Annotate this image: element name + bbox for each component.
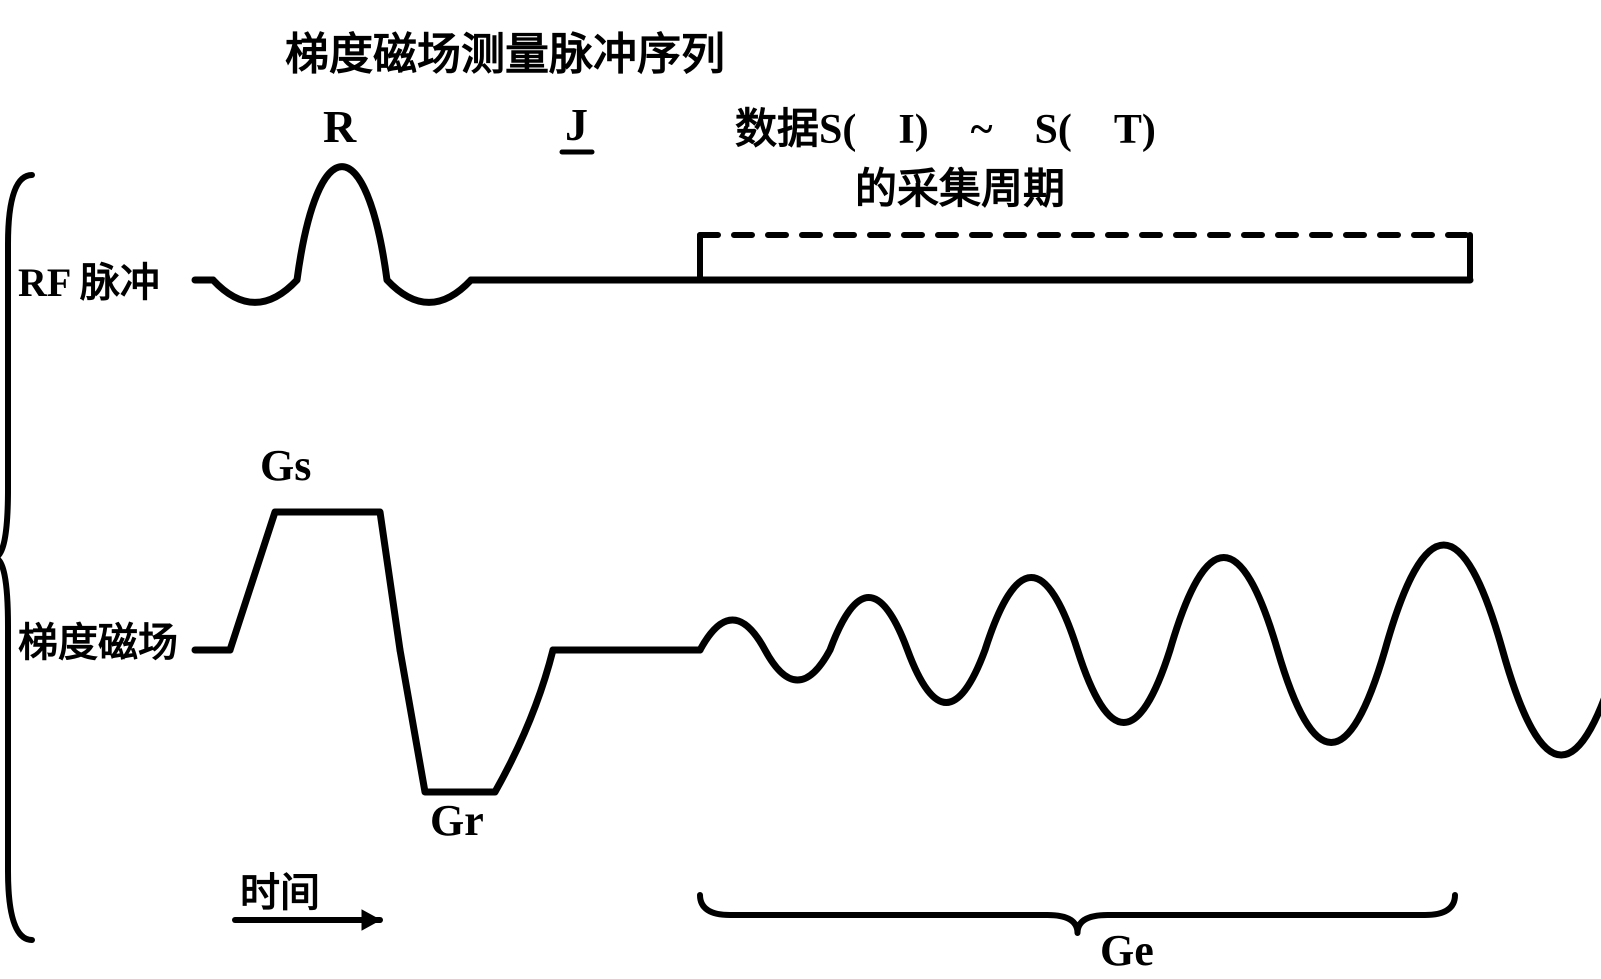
data-label: 数据S( I) ~ S( T) xyxy=(735,95,1156,156)
row-label-rf: RF 脉冲 xyxy=(18,250,160,308)
label-J: J xyxy=(565,98,588,151)
label-Ge: Ge xyxy=(1100,925,1154,976)
label-Gs: Gs xyxy=(260,440,311,491)
label-time: 时间 xyxy=(240,860,320,918)
diagram-stage: 梯度磁场测量脉冲序列 J R 数据S( I) ~ S( T) 的采集周期 RF … xyxy=(0,0,1601,979)
label-R: R xyxy=(323,100,356,153)
label-Gr: Gr xyxy=(430,795,484,846)
row-label-gradient: 梯度磁场 xyxy=(18,610,178,668)
acq-label: 的采集周期 xyxy=(855,155,1065,216)
title-text: 梯度磁场测量脉冲序列 xyxy=(285,18,725,82)
